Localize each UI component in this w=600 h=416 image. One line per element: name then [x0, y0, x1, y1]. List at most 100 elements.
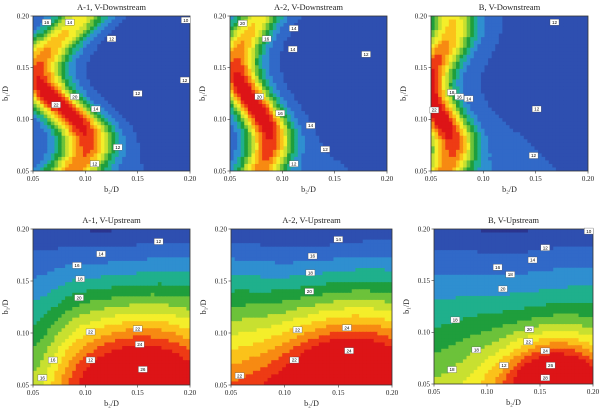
contour-cell: [379, 111, 385, 116]
contour-cell: [100, 163, 105, 169]
contour-cell: [552, 93, 557, 98]
contour-cell: [54, 54, 59, 59]
contour-cell: [376, 47, 381, 52]
contour-cell: [376, 58, 381, 63]
contour-cell: [57, 16, 63, 21]
contour-cell: [337, 89, 342, 95]
contour-cell: [329, 54, 335, 59]
contour-cell: [233, 54, 238, 59]
contour-cell: [351, 16, 356, 21]
contour-cell: [365, 97, 370, 102]
contour-cell: [516, 54, 521, 59]
contour-cell: [365, 86, 370, 91]
contour-cell: [459, 58, 464, 63]
contour-cell: [329, 44, 335, 49]
contour-cell: [125, 163, 130, 169]
contour-cell: [333, 97, 338, 102]
contour-cell: [470, 33, 475, 38]
contour-cell: [337, 167, 342, 171]
contour-cell: [175, 107, 180, 112]
contour-cell: [57, 153, 63, 158]
contour-cell: [322, 61, 327, 66]
contour-cell: [573, 47, 578, 52]
contour-cell: [584, 54, 588, 59]
contour-cell: [175, 30, 180, 35]
contour-cell: [473, 40, 478, 45]
contour-cell: [344, 114, 349, 119]
contour-cell: [326, 44, 331, 49]
contour-cell: [445, 97, 450, 102]
contour-cell: [269, 65, 274, 70]
contour-cell: [147, 160, 152, 165]
contour-cell: [129, 149, 134, 154]
contour-cell: [344, 19, 349, 24]
contour-cell: [358, 37, 363, 42]
contour-cell: [584, 47, 588, 52]
contour-cell: [100, 19, 105, 24]
contour-cell: [168, 107, 173, 112]
contour-cell: [329, 51, 335, 56]
contour-cell: [379, 100, 385, 105]
contour-cell: [50, 93, 56, 98]
contour-cell: [47, 121, 52, 126]
contour-cell: [132, 104, 138, 109]
contour-cell: [90, 44, 95, 49]
contour-cell: [452, 58, 457, 63]
contour-cell: [326, 100, 331, 105]
contour-cell: [545, 86, 550, 91]
contour-cell: [237, 104, 242, 109]
contour-cell: [322, 121, 327, 126]
contour-cell: [322, 40, 327, 45]
contour-cell: [122, 125, 127, 130]
contour-cell: [68, 104, 73, 109]
contour-cell: [247, 23, 253, 28]
contour-cell: [340, 156, 345, 162]
contour-cell: [466, 54, 471, 59]
contour-cell: [172, 132, 177, 137]
contour-cell: [495, 93, 500, 98]
contour-cell: [100, 149, 105, 154]
contour-cell: [179, 72, 184, 77]
contour-cell: [431, 40, 436, 45]
contour-cell: [441, 33, 446, 38]
contour-cell: [577, 61, 582, 66]
contour-cell: [147, 97, 152, 102]
contour-cell: [297, 100, 302, 105]
contour-cell: [362, 100, 367, 105]
contour-cell: [290, 19, 295, 24]
contour-cell: [161, 125, 166, 130]
contour-cell: [157, 114, 163, 119]
contour-cell: [125, 132, 130, 137]
contour-cell: [319, 72, 324, 77]
contour-cell: [172, 72, 177, 77]
contour-cell: [72, 51, 77, 56]
contour-cell: [47, 142, 52, 147]
contour-cell: [445, 68, 450, 73]
contour-cell: [182, 58, 188, 63]
contour-cell: [308, 118, 313, 123]
contour-cell: [75, 51, 80, 56]
contour-cell: [150, 100, 155, 105]
contour-cell: [484, 51, 489, 56]
contour-cell: [50, 125, 56, 130]
contour-cell: [244, 93, 249, 98]
contour-cell: [262, 86, 267, 91]
contour-cell: [165, 75, 170, 81]
contour-cell: [143, 86, 148, 91]
contour-cell: [322, 16, 327, 21]
contour-cell: [570, 33, 575, 38]
contour-cell: [308, 107, 313, 112]
contour-cell: [340, 33, 345, 38]
contour-cell: [265, 153, 270, 158]
contour-cell: [179, 132, 184, 137]
contour-cell: [36, 40, 41, 45]
contour-cell: [154, 19, 159, 24]
contour-cell: [326, 37, 331, 42]
contour-cell: [65, 156, 70, 162]
contour-cell: [82, 163, 88, 169]
contour-cell: [36, 135, 41, 140]
contour-cell: [75, 54, 80, 59]
contour-cell: [150, 135, 155, 140]
contour-cell: [434, 30, 439, 35]
contour-cell: [495, 23, 500, 28]
